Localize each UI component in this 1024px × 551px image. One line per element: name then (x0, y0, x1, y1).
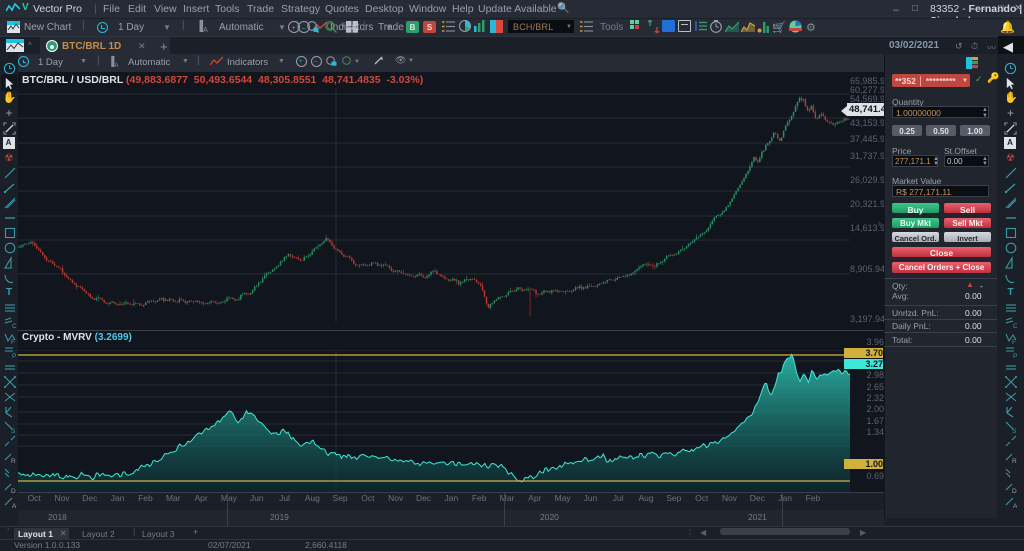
svg-text:R: R (1012, 458, 1017, 463)
svg-text:S: S (11, 428, 16, 433)
svg-text:C: C (12, 323, 16, 329)
svg-text:F: F (11, 339, 15, 344)
svg-text:F: F (1012, 339, 1016, 344)
svg-text:R: R (11, 458, 16, 463)
svg-text:D: D (1012, 488, 1017, 493)
svg-text:D: D (11, 488, 16, 493)
svg-text:P: P (1013, 353, 1017, 358)
svg-text:C: C (1013, 323, 1017, 329)
svg-text:A: A (12, 503, 16, 508)
svg-text:P: P (12, 353, 16, 358)
svg-text:S: S (1012, 428, 1017, 433)
svg-text:A: A (1013, 503, 1017, 508)
